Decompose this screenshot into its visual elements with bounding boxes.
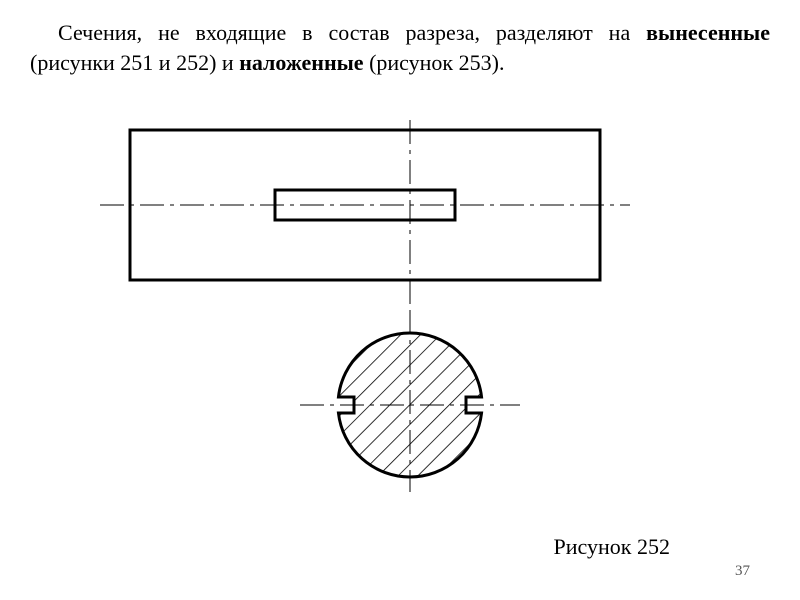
text-run: (рисунки 251 и 252) и xyxy=(30,50,239,75)
technical-diagram xyxy=(100,120,660,500)
text-run: Сечения, не входящие в состав разреза, р… xyxy=(58,20,630,45)
body-paragraph: Сечения, не входящие в состав разреза, р… xyxy=(0,0,800,77)
text-bold-1: вынесенные xyxy=(646,20,770,45)
text-run: (рисунок 253). xyxy=(364,50,505,75)
text-bold-2: наложенные xyxy=(239,50,363,75)
figure-caption: Рисунок 252 xyxy=(554,534,670,560)
page-number: 37 xyxy=(735,563,750,580)
